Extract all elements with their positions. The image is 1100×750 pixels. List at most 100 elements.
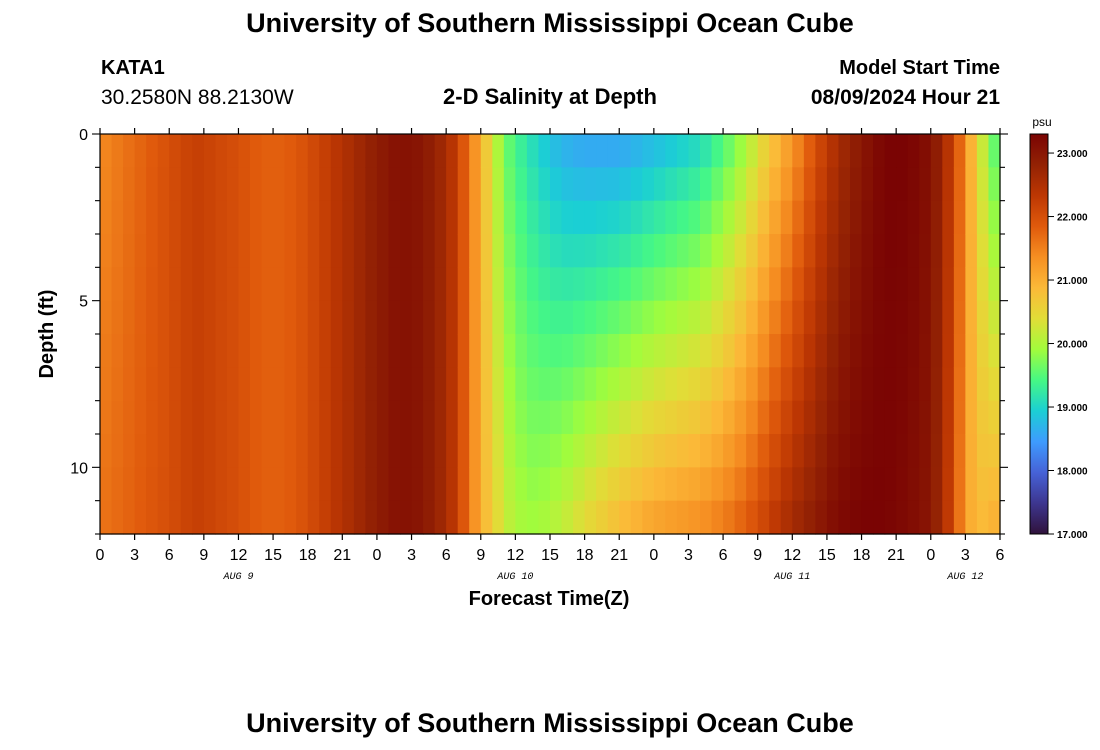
heatmap-cell	[803, 200, 816, 235]
heatmap-cell	[930, 434, 943, 468]
heatmap-cell	[180, 500, 193, 535]
heatmap-cell	[307, 400, 320, 435]
heatmap-cell	[642, 267, 655, 302]
heatmap-cell	[838, 467, 851, 502]
heatmap-cell	[365, 467, 378, 502]
heatmap-cell	[365, 300, 378, 335]
heatmap-cell	[342, 267, 355, 302]
x-tick-label: 9	[753, 547, 762, 564]
heatmap-cell	[319, 267, 332, 302]
heatmap-cell	[353, 200, 366, 235]
heatmap-cell	[653, 134, 666, 168]
plot-title: 2-D Salinity at Depth	[443, 84, 657, 109]
heatmap-cell	[492, 367, 505, 402]
x-tick-label: 18	[576, 547, 594, 564]
heatmap-cell	[596, 434, 609, 468]
heatmap-cell	[711, 134, 724, 168]
x-tick-label: 12	[230, 547, 248, 564]
heatmap-cell	[261, 300, 274, 335]
heatmap-cell	[146, 167, 159, 202]
heatmap-cell	[550, 234, 563, 268]
heatmap-cell	[711, 367, 724, 402]
heatmap-cell	[261, 200, 274, 235]
heatmap-cell	[573, 167, 586, 202]
heatmap-cell	[100, 234, 113, 268]
heatmap-cell	[180, 300, 193, 335]
heatmap-cell	[330, 367, 343, 402]
heatmap-cell	[353, 167, 366, 202]
heatmap-cell	[492, 500, 505, 535]
heatmap-cell	[619, 334, 632, 368]
heatmap-cell	[584, 167, 597, 202]
heatmap-cell	[215, 400, 228, 435]
heatmap-cell	[261, 434, 274, 468]
heatmap-cell	[653, 334, 666, 368]
heatmap-cell	[515, 134, 528, 168]
heatmap-cell	[953, 434, 966, 468]
heatmap-cell	[907, 300, 920, 335]
heatmap-cell	[480, 400, 493, 435]
heatmap-cell	[988, 500, 1001, 535]
heatmap-cell	[330, 400, 343, 435]
heatmap-cell	[988, 400, 1001, 435]
heatmap-cell	[203, 300, 216, 335]
heatmap-cell	[550, 300, 563, 335]
heatmap-cell	[573, 200, 586, 235]
x-tick-label: 0	[649, 547, 658, 564]
heatmap-cell	[492, 467, 505, 502]
heatmap-cell	[515, 200, 528, 235]
heatmap-cell	[526, 500, 540, 535]
heatmap-cell	[653, 467, 666, 502]
heatmap-cell	[250, 367, 263, 402]
heatmap-cell	[884, 367, 897, 402]
heatmap-cell	[146, 500, 159, 535]
heatmap-cell	[711, 167, 724, 202]
heatmap-cell	[423, 167, 436, 202]
heatmap-cell	[850, 234, 863, 268]
heatmap-cell	[446, 434, 459, 468]
heatmap-cell	[838, 400, 851, 435]
heatmap-cell	[503, 167, 516, 202]
heatmap-cell	[146, 434, 159, 468]
heatmap-cell	[930, 500, 943, 535]
heatmap-cell	[434, 134, 447, 168]
heatmap-cell	[873, 467, 886, 502]
heatmap-cell	[446, 234, 459, 268]
heatmap-cell	[307, 267, 320, 302]
heatmap-cell	[953, 234, 966, 268]
date-label: AUG 9	[222, 572, 253, 583]
heatmap-cell	[734, 467, 747, 502]
heatmap-cell	[723, 200, 736, 235]
heatmap-cell	[826, 467, 840, 502]
heatmap-cell	[861, 334, 874, 368]
x-tick-label: 15	[541, 547, 559, 564]
heatmap-cell	[192, 334, 205, 368]
heatmap-cell	[215, 267, 228, 302]
heatmap-cell	[942, 267, 955, 302]
heatmap-cell	[157, 500, 170, 535]
heatmap-cell	[330, 134, 343, 168]
x-tick-label: 6	[165, 547, 174, 564]
heatmap-cell	[757, 300, 770, 335]
heatmap-cell	[769, 434, 782, 468]
heatmap-cell	[561, 267, 574, 302]
heatmap-cell	[238, 367, 251, 402]
heatmap-cell	[723, 300, 736, 335]
heatmap-cell	[861, 134, 874, 168]
heatmap-cell	[803, 300, 816, 335]
heatmap-cell	[457, 467, 470, 502]
heatmap-cell	[561, 300, 574, 335]
heatmap-cell	[630, 334, 643, 368]
heatmap-cell	[180, 167, 193, 202]
heatmap-cell	[573, 267, 586, 302]
heatmap-cell	[388, 434, 401, 468]
heatmap-cell	[515, 400, 528, 435]
heatmap-cell	[411, 134, 424, 168]
heatmap-cell	[284, 367, 297, 402]
heatmap-cell	[134, 167, 147, 202]
heatmap-cell	[123, 467, 136, 502]
heatmap-cell	[653, 234, 666, 268]
heatmap-cell	[446, 500, 459, 535]
heatmap-cell	[919, 267, 932, 302]
